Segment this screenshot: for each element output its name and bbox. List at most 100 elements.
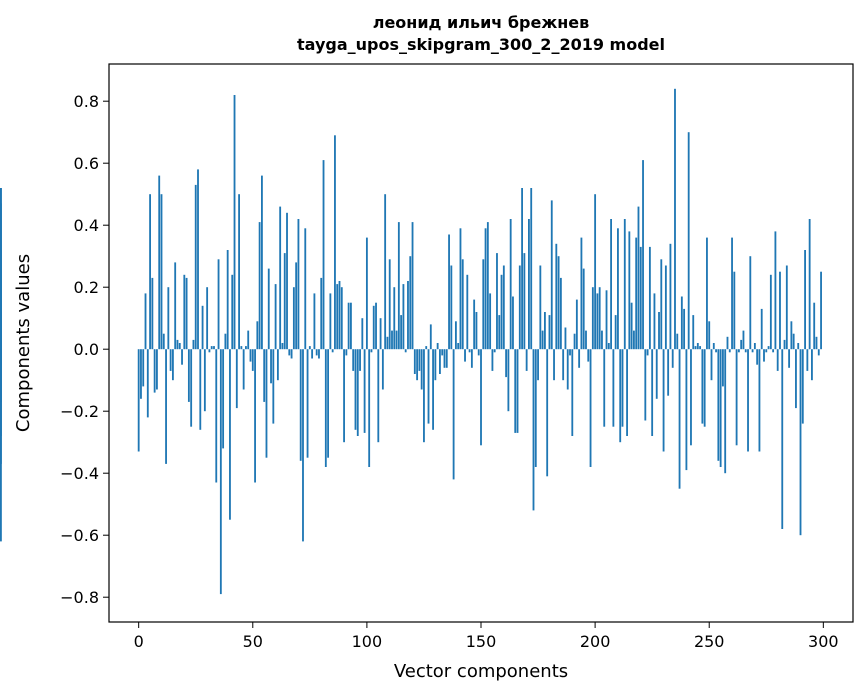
bar-166 <box>516 349 519 433</box>
x-tick-label: 300 <box>808 632 839 651</box>
bar-257 <box>724 349 727 474</box>
bar-267 <box>747 349 749 452</box>
bar-111 <box>391 330 393 350</box>
bar-124 <box>420 349 423 390</box>
bar-282 <box>781 349 784 529</box>
bar-265 <box>742 330 745 350</box>
bar-217 <box>633 330 635 350</box>
bar-96 <box>356 349 359 436</box>
bar-118 <box>407 281 409 350</box>
bar-40 <box>229 349 231 520</box>
bar-130 <box>434 349 437 381</box>
bar-83 <box>327 349 330 458</box>
bar-273 <box>760 308 763 350</box>
bar-126 <box>425 346 428 350</box>
bar-119 <box>409 256 412 350</box>
bar-156 <box>493 349 496 353</box>
bar-14 <box>169 349 172 371</box>
bar-244 <box>694 346 697 350</box>
bar-221 <box>642 160 644 350</box>
bar-68 <box>292 287 295 350</box>
bar-37 <box>222 349 225 449</box>
bar-180 <box>548 315 551 350</box>
bar-228 <box>658 312 660 350</box>
bar-121 <box>413 349 416 374</box>
bar-170 <box>525 349 528 371</box>
bar-200 <box>594 194 597 350</box>
bar-252 <box>712 343 715 350</box>
bar-125 <box>423 349 425 443</box>
bar-110 <box>388 259 391 350</box>
bar-299 <box>820 271 822 350</box>
bar-232 <box>667 349 670 396</box>
bar-25 <box>194 184 197 350</box>
bar-249 <box>706 237 708 350</box>
bar-235 <box>674 88 676 350</box>
bar-168 <box>521 188 523 350</box>
bar-189 <box>569 349 571 356</box>
bar-150 <box>480 349 482 446</box>
bar-280 <box>776 349 779 371</box>
bar-259 <box>728 349 731 353</box>
bar-89 <box>340 287 343 350</box>
bar-8 <box>156 349 158 390</box>
bar-44 <box>238 194 240 350</box>
bar-195 <box>582 268 585 350</box>
bar-16 <box>174 262 177 350</box>
y-tick-label: 0.6 <box>74 154 99 173</box>
bar-32 <box>210 346 213 350</box>
bar-72 <box>302 349 304 542</box>
bar-178 <box>543 312 546 350</box>
bar-218 <box>635 237 638 350</box>
bar-212 <box>621 349 624 427</box>
bar-38 <box>224 333 227 350</box>
bar-97 <box>359 349 361 371</box>
bar-222 <box>644 349 647 421</box>
bar-108 <box>384 194 387 350</box>
bar-87 <box>336 284 339 350</box>
bar-258 <box>726 336 729 350</box>
bar-88 <box>338 281 341 350</box>
bar-93 <box>350 302 352 350</box>
bar-0 <box>137 349 140 452</box>
bar-179 <box>546 349 549 477</box>
bar-247 <box>701 349 704 424</box>
bar-35 <box>217 259 220 350</box>
bar-56 <box>265 349 268 458</box>
bar-73 <box>304 228 307 350</box>
bar-61 <box>276 349 279 381</box>
y-tick-label: −0.6 <box>60 526 99 545</box>
bar-19 <box>181 349 183 365</box>
bar-148 <box>475 312 478 350</box>
bar-39 <box>226 250 229 350</box>
bar-279 <box>774 231 777 350</box>
bar-229 <box>660 259 663 350</box>
bar-214 <box>626 349 628 436</box>
bar-3 <box>144 293 147 350</box>
bar-248 <box>703 349 706 427</box>
bar-22 <box>187 349 190 402</box>
bar-123 <box>418 349 421 371</box>
bar-286 <box>790 321 793 350</box>
bar-297 <box>815 336 818 350</box>
bar-41 <box>231 274 234 350</box>
bar-184 <box>557 256 560 350</box>
bar-270 <box>753 343 756 350</box>
bar-237 <box>678 349 681 489</box>
bar-69 <box>295 262 298 350</box>
bar-208 <box>612 349 615 427</box>
bar-230 <box>662 349 665 452</box>
bar-66 <box>288 349 291 356</box>
bar-120 <box>411 222 414 350</box>
bar-51 <box>254 349 256 483</box>
bar-9 <box>158 175 161 350</box>
bar-155 <box>491 349 494 371</box>
bar-275 <box>765 349 768 353</box>
bar-175 <box>537 349 539 381</box>
bar-245 <box>696 343 699 350</box>
bar-196 <box>585 330 587 350</box>
x-tick-label: 0 <box>134 632 144 651</box>
bar-147 <box>473 299 476 350</box>
bar-94 <box>352 349 355 371</box>
bar-109 <box>386 336 389 350</box>
